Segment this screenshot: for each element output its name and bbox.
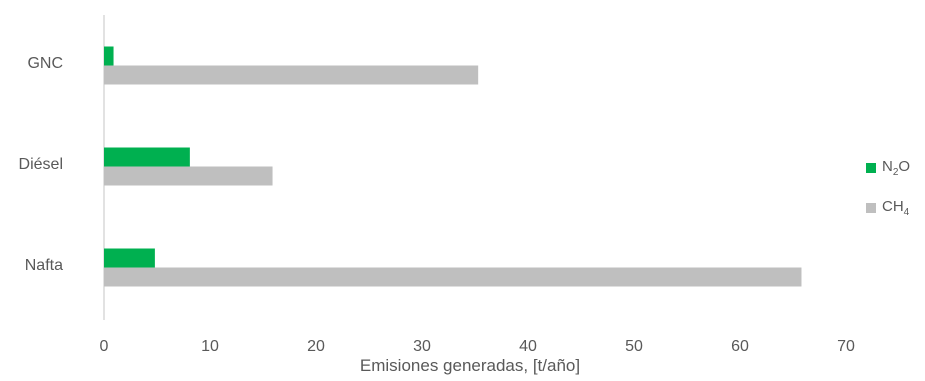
legend-swatch xyxy=(866,203,876,213)
bar-ch4-0 xyxy=(104,65,479,85)
x-tick-label: 30 xyxy=(413,338,431,355)
category-label: Nafta xyxy=(24,256,63,274)
bar-ch4-1 xyxy=(104,166,273,186)
category-label: GNC xyxy=(27,54,63,72)
bars-group xyxy=(104,46,802,287)
x-tick-label: 10 xyxy=(201,338,219,355)
category-label: Diésel xyxy=(18,155,63,173)
x-tick-label: 50 xyxy=(625,338,643,355)
x-tick-label: 60 xyxy=(731,338,749,355)
x-tick-label: 70 xyxy=(837,338,855,355)
legend-label: N2O xyxy=(882,158,911,178)
bar-n2o-1 xyxy=(104,147,190,167)
x-tick-label: 40 xyxy=(519,338,537,355)
legend-swatch xyxy=(866,163,876,173)
bar-n2o-2 xyxy=(104,248,155,268)
x-axis-title: Emisiones generadas, [t/año] xyxy=(359,356,581,375)
legend-item-n2o: N2O xyxy=(866,158,910,178)
bar-ch4-2 xyxy=(104,267,802,287)
legend-label: CH4 xyxy=(882,198,910,218)
x-tick-label: 0 xyxy=(99,338,109,355)
legend-item-ch4: CH4 xyxy=(866,198,909,218)
bar-n2o-0 xyxy=(104,46,114,66)
x-tick-label: 20 xyxy=(307,338,325,355)
